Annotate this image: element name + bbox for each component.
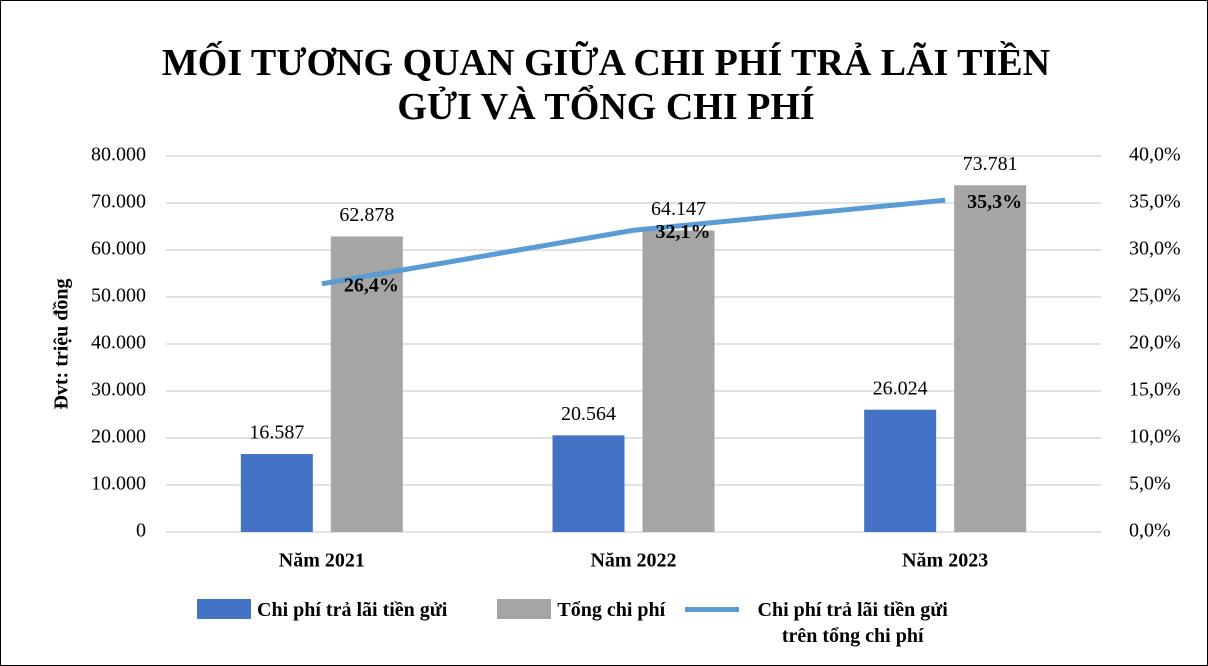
- data-label: 32,1%: [656, 221, 711, 243]
- y2-tick-label: 5,0%: [1129, 473, 1171, 495]
- y2-tick-label: 20,0%: [1129, 332, 1181, 354]
- legend-item: Chi phí trả lãi tiền gửi: [197, 597, 447, 623]
- y2-tick-label: 10,0%: [1129, 426, 1181, 448]
- bar: [552, 435, 625, 532]
- data-label: 62.878: [339, 204, 394, 226]
- y2-tick-label: 0,0%: [1129, 520, 1171, 542]
- y-tick-label: 30.000: [91, 379, 146, 401]
- legend-swatch: [197, 599, 251, 619]
- y2-tick-label: 35,0%: [1129, 191, 1181, 213]
- y-tick-label: 20.000: [91, 426, 146, 448]
- bar: [642, 230, 715, 532]
- y2-tick-label: 30,0%: [1129, 238, 1181, 260]
- legend-item: Tổng chi phí: [497, 597, 665, 623]
- y2-tick-label: 25,0%: [1129, 285, 1181, 307]
- y-tick-label: 10.000: [91, 473, 146, 495]
- data-label: 16.587: [249, 422, 304, 444]
- bar: [864, 409, 937, 532]
- legend: Chi phí trả lãi tiền gửi Tổng chi phí Chi …: [197, 597, 960, 649]
- legend-label: Tổng chi phí: [557, 599, 666, 621]
- legend-label: Chi phí trả lãi tiền gửi trên tổng chi p…: [757, 599, 948, 647]
- y-tick-label: 50.000: [91, 285, 146, 307]
- data-label: 26.024: [873, 377, 928, 399]
- y2-tick-label: 40,0%: [1129, 144, 1181, 166]
- x-tick-label: Năm 2021: [279, 550, 365, 572]
- data-label: 35,3%: [967, 191, 1022, 213]
- y-axis-label: Đvt: triệu đồng: [51, 278, 73, 409]
- bar: [330, 236, 403, 533]
- y2-tick-label: 15,0%: [1129, 379, 1181, 401]
- y-tick-label: 80.000: [91, 144, 146, 166]
- legend-swatch: [497, 599, 552, 619]
- x-tick-label: Năm 2022: [590, 550, 676, 572]
- data-label: 73.781: [963, 153, 1018, 175]
- data-label: 26,4%: [344, 274, 399, 296]
- y-tick-label: 0: [136, 520, 146, 542]
- y-tick-label: 60.000: [91, 238, 146, 260]
- bar: [954, 185, 1027, 532]
- data-label: 20.564: [561, 403, 616, 425]
- y-tick-label: 70.000: [91, 191, 146, 213]
- legend-swatch: [685, 607, 740, 612]
- chart-title: MỐI TƯƠNG QUAN GIỮA CHI PHÍ TRẢ LÃI TIỀN…: [161, 42, 1051, 128]
- data-label: 64.147: [651, 198, 706, 220]
- y-tick-label: 40.000: [91, 332, 146, 354]
- x-tick-label: Năm 2023: [902, 550, 988, 572]
- legend-label: Chi phí trả lãi tiền gửi: [257, 599, 448, 621]
- bar: [240, 454, 313, 532]
- line: [321, 197, 946, 287]
- legend-item: Chi phí trả lãi tiền gửi trên tổng chi p…: [685, 597, 960, 649]
